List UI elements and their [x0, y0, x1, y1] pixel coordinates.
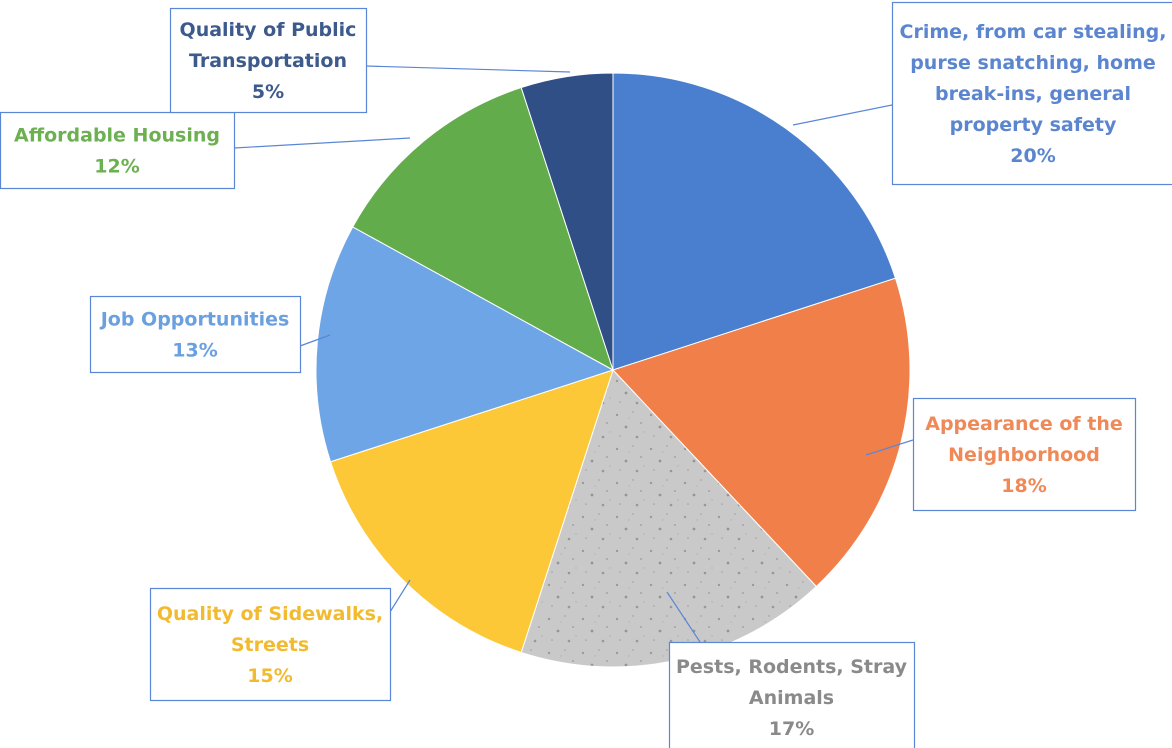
slice-category-label: Pests, Rodents, Stray	[676, 656, 908, 678]
leader-line	[666, 591, 701, 643]
leader-line	[233, 137, 411, 149]
leader-line	[865, 439, 914, 456]
slice-category-label: Affordable Housing	[14, 124, 220, 146]
slice-label-box	[891, 1, 1172, 186]
slice-category-label: Neighborhood	[948, 444, 1100, 466]
slice-category-label: Transportation	[189, 50, 347, 72]
slice-label-box	[668, 641, 916, 748]
slice-category-label: Job Opportunities	[99, 308, 290, 330]
pie-slice	[612, 72, 897, 371]
slice-percent-label: 20%	[1010, 145, 1055, 167]
pie-slice	[329, 369, 614, 654]
slice-category-label: Animals	[749, 687, 834, 709]
pie-slice	[352, 86, 614, 372]
leader-line	[365, 65, 571, 73]
slice-category-label: Quality of Sidewalks,	[157, 603, 383, 625]
leader-line	[389, 579, 411, 613]
pie-slices	[315, 72, 911, 668]
leader-line	[792, 104, 893, 126]
slice-category-label: Appearance of the	[925, 413, 1123, 435]
slice-label-box	[0, 111, 236, 190]
leader-line	[299, 334, 331, 347]
slice-label-box	[169, 7, 368, 114]
slice-percent-label: 5%	[252, 81, 284, 103]
slice-percent-label: 17%	[769, 718, 814, 740]
slice-label-box	[912, 397, 1137, 512]
slice-percent-label: 12%	[94, 155, 139, 177]
slice-percent-label: 15%	[247, 665, 292, 687]
slice-category-label: Crime, from car stealing,	[900, 21, 1167, 43]
slice-category-label: purse snatching, home	[910, 52, 1156, 74]
slice-category-label: Quality of Public	[180, 19, 357, 41]
slice-label-box	[89, 295, 302, 374]
slice-category-label: Streets	[231, 634, 309, 656]
leader-lines	[233, 65, 914, 643]
slice-category-label: break-ins, general	[935, 83, 1131, 105]
slice-percent-label: 13%	[172, 339, 217, 361]
pie-slice	[315, 226, 615, 463]
slice-category-label: property safety	[950, 114, 1117, 136]
slice-percent-label: 18%	[1001, 475, 1046, 497]
slice-label-box	[149, 587, 392, 702]
pie-slice	[520, 72, 614, 371]
